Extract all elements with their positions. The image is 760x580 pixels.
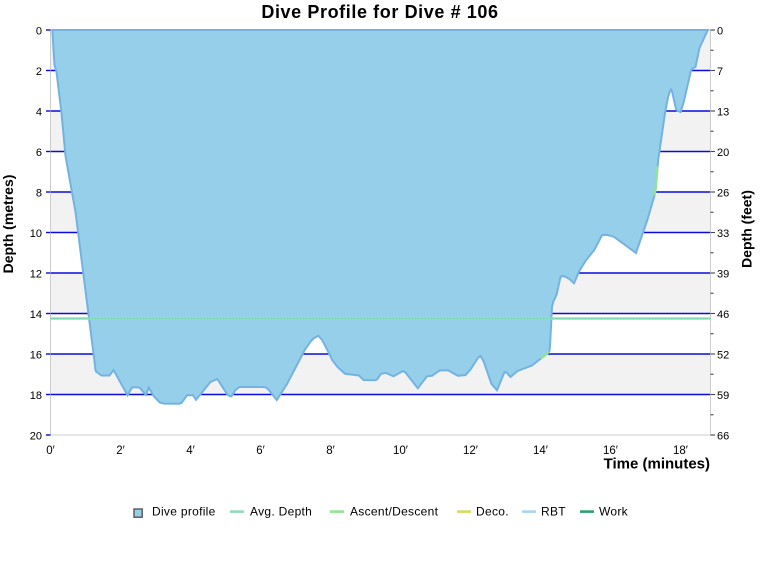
svg-text:Ascent/Descent: Ascent/Descent: [350, 505, 439, 519]
svg-text:20: 20: [717, 147, 729, 159]
svg-text:13: 13: [717, 107, 729, 119]
svg-text:14: 14: [30, 309, 42, 321]
svg-text:14′: 14′: [533, 445, 548, 457]
svg-text:0: 0: [36, 26, 42, 38]
svg-text:Avg. Depth: Avg. Depth: [250, 505, 312, 519]
svg-text:Work: Work: [599, 505, 629, 519]
svg-text:18′: 18′: [673, 445, 688, 457]
svg-text:7: 7: [717, 66, 723, 78]
svg-text:33: 33: [717, 228, 729, 240]
svg-text:12: 12: [30, 269, 42, 281]
svg-text:6: 6: [36, 147, 42, 159]
svg-text:66: 66: [717, 431, 729, 443]
svg-text:12′: 12′: [463, 445, 478, 457]
svg-text:8: 8: [36, 188, 42, 200]
svg-text:2′: 2′: [116, 445, 125, 457]
svg-text:26: 26: [717, 188, 729, 200]
svg-text:Depth (feet): Depth (feet): [739, 190, 755, 268]
svg-text:10: 10: [30, 228, 42, 240]
svg-text:16: 16: [30, 350, 42, 362]
svg-text:0′: 0′: [46, 445, 55, 457]
svg-text:52: 52: [717, 350, 729, 362]
svg-text:39: 39: [717, 269, 729, 281]
svg-text:59: 59: [717, 390, 729, 402]
svg-text:16′: 16′: [603, 445, 618, 457]
svg-text:Depth (metres): Depth (metres): [0, 175, 16, 274]
svg-text:Deco.: Deco.: [476, 505, 509, 519]
svg-text:0: 0: [717, 26, 723, 38]
svg-text:20: 20: [30, 431, 42, 443]
svg-text:8′: 8′: [326, 445, 335, 457]
svg-text:46: 46: [717, 309, 729, 321]
svg-text:RBT: RBT: [541, 505, 566, 519]
svg-text:18: 18: [30, 390, 42, 402]
svg-text:4: 4: [36, 107, 42, 119]
svg-text:10′: 10′: [393, 445, 408, 457]
svg-text:Time (minutes): Time (minutes): [604, 456, 710, 473]
svg-text:6′: 6′: [256, 445, 265, 457]
svg-text:2: 2: [36, 66, 42, 78]
svg-text:4′: 4′: [186, 445, 195, 457]
svg-text:Dive profile: Dive profile: [152, 505, 216, 519]
svg-text:Dive Profile for Dive # 106: Dive Profile for Dive # 106: [261, 2, 498, 22]
